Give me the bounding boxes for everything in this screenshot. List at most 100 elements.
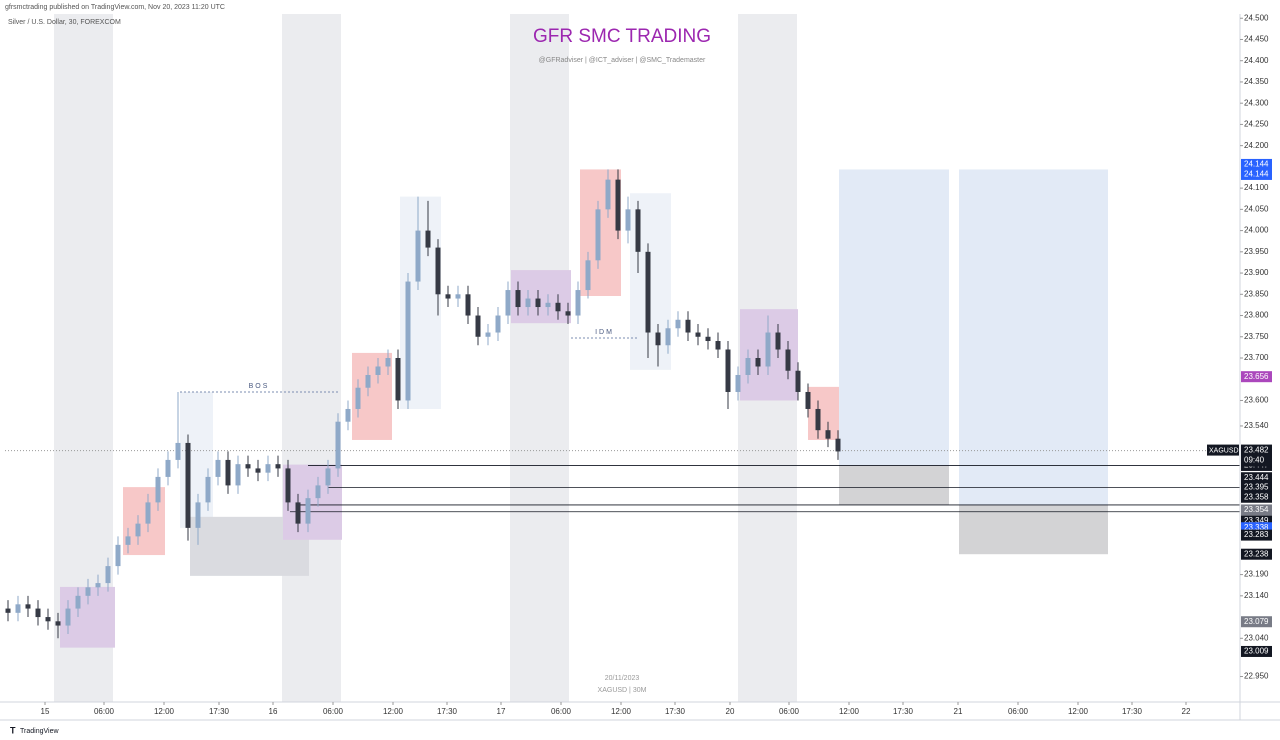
symbol-tag — [1207, 444, 1239, 456]
candle-body — [665, 328, 671, 346]
price-tag — [1241, 482, 1272, 494]
y-tick-label: 24.450 — [1244, 35, 1269, 44]
candle-body — [325, 468, 331, 486]
candle-body — [455, 294, 461, 299]
candle-body — [755, 358, 761, 367]
x-tick-label: 21 — [954, 707, 963, 716]
y-tick-label: 23.140 — [1244, 591, 1269, 600]
price-tag — [1241, 371, 1272, 383]
session-band — [282, 14, 341, 702]
price-tag-label: 23.283 — [1244, 530, 1269, 539]
candle-body — [195, 502, 201, 528]
candle-body — [145, 502, 151, 524]
session-band — [510, 14, 569, 702]
candle-body — [425, 230, 431, 248]
candle-body — [475, 315, 481, 337]
candle-body — [245, 464, 251, 469]
y-tick-label: 23.600 — [1244, 396, 1269, 405]
candle-body — [55, 621, 61, 626]
price-tag — [1241, 504, 1272, 516]
y-tick-label: 24.200 — [1244, 141, 1269, 150]
chart-title: GFR SMC TRADING — [533, 26, 711, 47]
candle-body — [365, 374, 371, 388]
candle-body — [785, 349, 791, 371]
candle-body — [85, 587, 91, 596]
zones — [60, 169, 1108, 648]
candle-body — [435, 247, 441, 295]
y-tick-label: 23.540 — [1244, 421, 1269, 430]
zone — [959, 169, 1108, 505]
price-tag-label: 23.238 — [1244, 549, 1269, 558]
x-tick-label: 22 — [1182, 707, 1191, 716]
x-tick-label: 20 — [726, 707, 735, 716]
x-tick-label: 15 — [41, 707, 50, 716]
candle-body — [695, 332, 701, 337]
candle-body — [555, 302, 561, 312]
y-tick-label: 24.350 — [1244, 77, 1269, 86]
chart-subtitle: @GFRadviser | @ICT_adviser | @SMC_Tradem… — [539, 57, 706, 64]
y-tick-label: 24.250 — [1244, 120, 1269, 129]
price-tag-label: 23.395 — [1244, 483, 1269, 492]
candle-body — [235, 464, 241, 486]
price-tag — [1241, 491, 1272, 503]
candle-body — [375, 366, 381, 375]
candle-body — [655, 332, 661, 346]
candle-body — [625, 209, 631, 231]
candle-body — [585, 260, 591, 291]
candle-body — [605, 179, 611, 210]
candle-body — [465, 294, 471, 316]
candle-body — [675, 319, 681, 329]
candle-body — [505, 290, 511, 316]
price-tag-label: 23.354 — [1244, 505, 1269, 514]
zone — [511, 270, 571, 324]
candle-body — [805, 391, 811, 409]
x-tick-label: 17:30 — [1122, 707, 1143, 716]
candle-body — [535, 298, 541, 308]
candle-body — [835, 438, 841, 452]
candle-body — [205, 476, 211, 503]
y-tick-label: 24.300 — [1244, 98, 1269, 107]
y-tick-label: 24.050 — [1244, 204, 1269, 213]
candle-body — [745, 358, 751, 375]
candle-body — [45, 617, 51, 622]
countdown-label: 09:40 — [1244, 456, 1265, 465]
watermark-symbol: XAGUSD | 30M — [598, 687, 647, 694]
y-tick-label: 23.850 — [1244, 289, 1269, 298]
lines: BOS IDM — [5, 329, 1240, 513]
x-tick-label: 12:00 — [611, 707, 632, 716]
x-tick-label: 06:00 — [779, 707, 800, 716]
y-tick-label: 24.000 — [1244, 226, 1269, 235]
candle-body — [65, 608, 71, 626]
y-tick-label: 24.400 — [1244, 56, 1269, 65]
annotation-label: BOS — [249, 383, 270, 390]
candle-body — [315, 485, 321, 499]
candle-body — [225, 459, 231, 486]
symbol-label: XAGUSD — [1209, 447, 1239, 454]
candle-body — [125, 536, 131, 545]
x-tick-label: 06:00 — [323, 707, 344, 716]
candle-body — [575, 290, 581, 316]
price-tag-label: 23.009 — [1244, 647, 1269, 656]
candle-body — [725, 349, 731, 392]
candle-body — [565, 311, 571, 316]
candle-body — [185, 442, 191, 528]
x-tick-label: 17:30 — [209, 707, 230, 716]
price-tag — [1241, 522, 1272, 534]
y-tick-label: 24.500 — [1244, 13, 1269, 22]
candle-body — [615, 179, 621, 231]
candle-body — [635, 209, 641, 252]
y-tick-label: 23.950 — [1244, 247, 1269, 256]
candle-body — [645, 251, 651, 333]
candle-body — [25, 604, 31, 609]
candle-body — [295, 502, 301, 524]
watermark-date: 20/11/2023 — [605, 675, 640, 682]
price-tag-label: 23.358 — [1244, 492, 1269, 501]
price-tag — [1241, 616, 1272, 628]
candle-body — [485, 332, 491, 337]
candle-body — [705, 336, 711, 342]
candle-body — [765, 332, 771, 367]
price-tag — [1241, 515, 1272, 527]
y-tick-label: 23.190 — [1244, 570, 1269, 579]
zone — [839, 465, 949, 505]
candle-body — [825, 430, 831, 439]
